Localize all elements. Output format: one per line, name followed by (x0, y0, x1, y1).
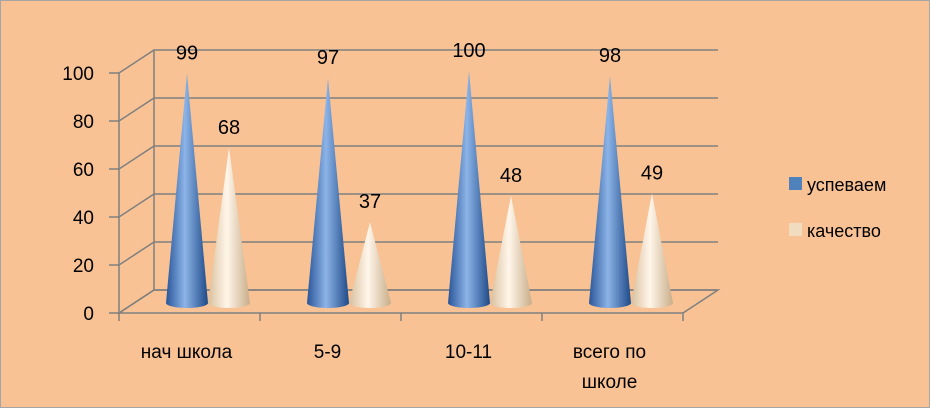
x-tick-label: 10-11 (445, 342, 492, 363)
cone-body (166, 73, 208, 309)
data-label: 98 (599, 45, 621, 67)
gridline (118, 145, 718, 170)
cone-body (307, 78, 349, 308)
gridline (118, 97, 718, 122)
data-label: 68 (218, 117, 240, 139)
x-tick-label: школе (582, 372, 638, 393)
cone-0-3 (589, 75, 631, 308)
cone-body (349, 222, 391, 308)
cone-body (490, 195, 532, 308)
y-tick-label: 80 (73, 112, 94, 133)
cone-body (631, 193, 673, 308)
x-tick-label: 5-9 (314, 342, 341, 363)
gridline (118, 241, 718, 266)
data-marks (166, 71, 673, 309)
gridline (118, 49, 718, 74)
cone-1-3 (631, 193, 673, 308)
data-label: 48 (500, 165, 522, 187)
cone-0-0 (166, 73, 208, 309)
cone-body (448, 71, 490, 308)
y-tick-label: 20 (73, 256, 94, 277)
data-label: 100 (452, 40, 485, 62)
cone-1-2 (490, 195, 532, 308)
data-label: 99 (176, 42, 198, 64)
legend-swatch (789, 223, 802, 236)
data-label: 37 (359, 191, 381, 213)
y-tick-label: 100 (62, 64, 94, 85)
data-labels: 99 97 100 98 68 37 48 49 (176, 40, 663, 213)
y-tick-label: 40 (73, 208, 94, 229)
gridline (118, 193, 718, 218)
legend: успеваем качество (789, 175, 886, 241)
x-tick-label: нач школа (141, 342, 233, 363)
cone-body (589, 75, 631, 308)
legend-label: качество (807, 221, 881, 241)
cone-1-1 (349, 222, 391, 308)
data-label: 49 (641, 162, 663, 184)
y-tick-label: 60 (73, 160, 94, 181)
x-tick-label: всего по (573, 342, 646, 363)
cone-0-2 (448, 71, 490, 308)
floor (116, 289, 721, 314)
cone-0-1 (307, 78, 349, 308)
legend-label: успеваем (807, 175, 886, 195)
data-label: 97 (317, 47, 339, 69)
cone-body (208, 147, 250, 308)
legend-swatch (789, 177, 802, 190)
cone-1-0 (208, 147, 250, 308)
axes: 0 20 40 60 80 100 нач школа 5-9 10-11 всего по шко… (62, 50, 721, 393)
y-tick-label: 0 (83, 304, 94, 325)
